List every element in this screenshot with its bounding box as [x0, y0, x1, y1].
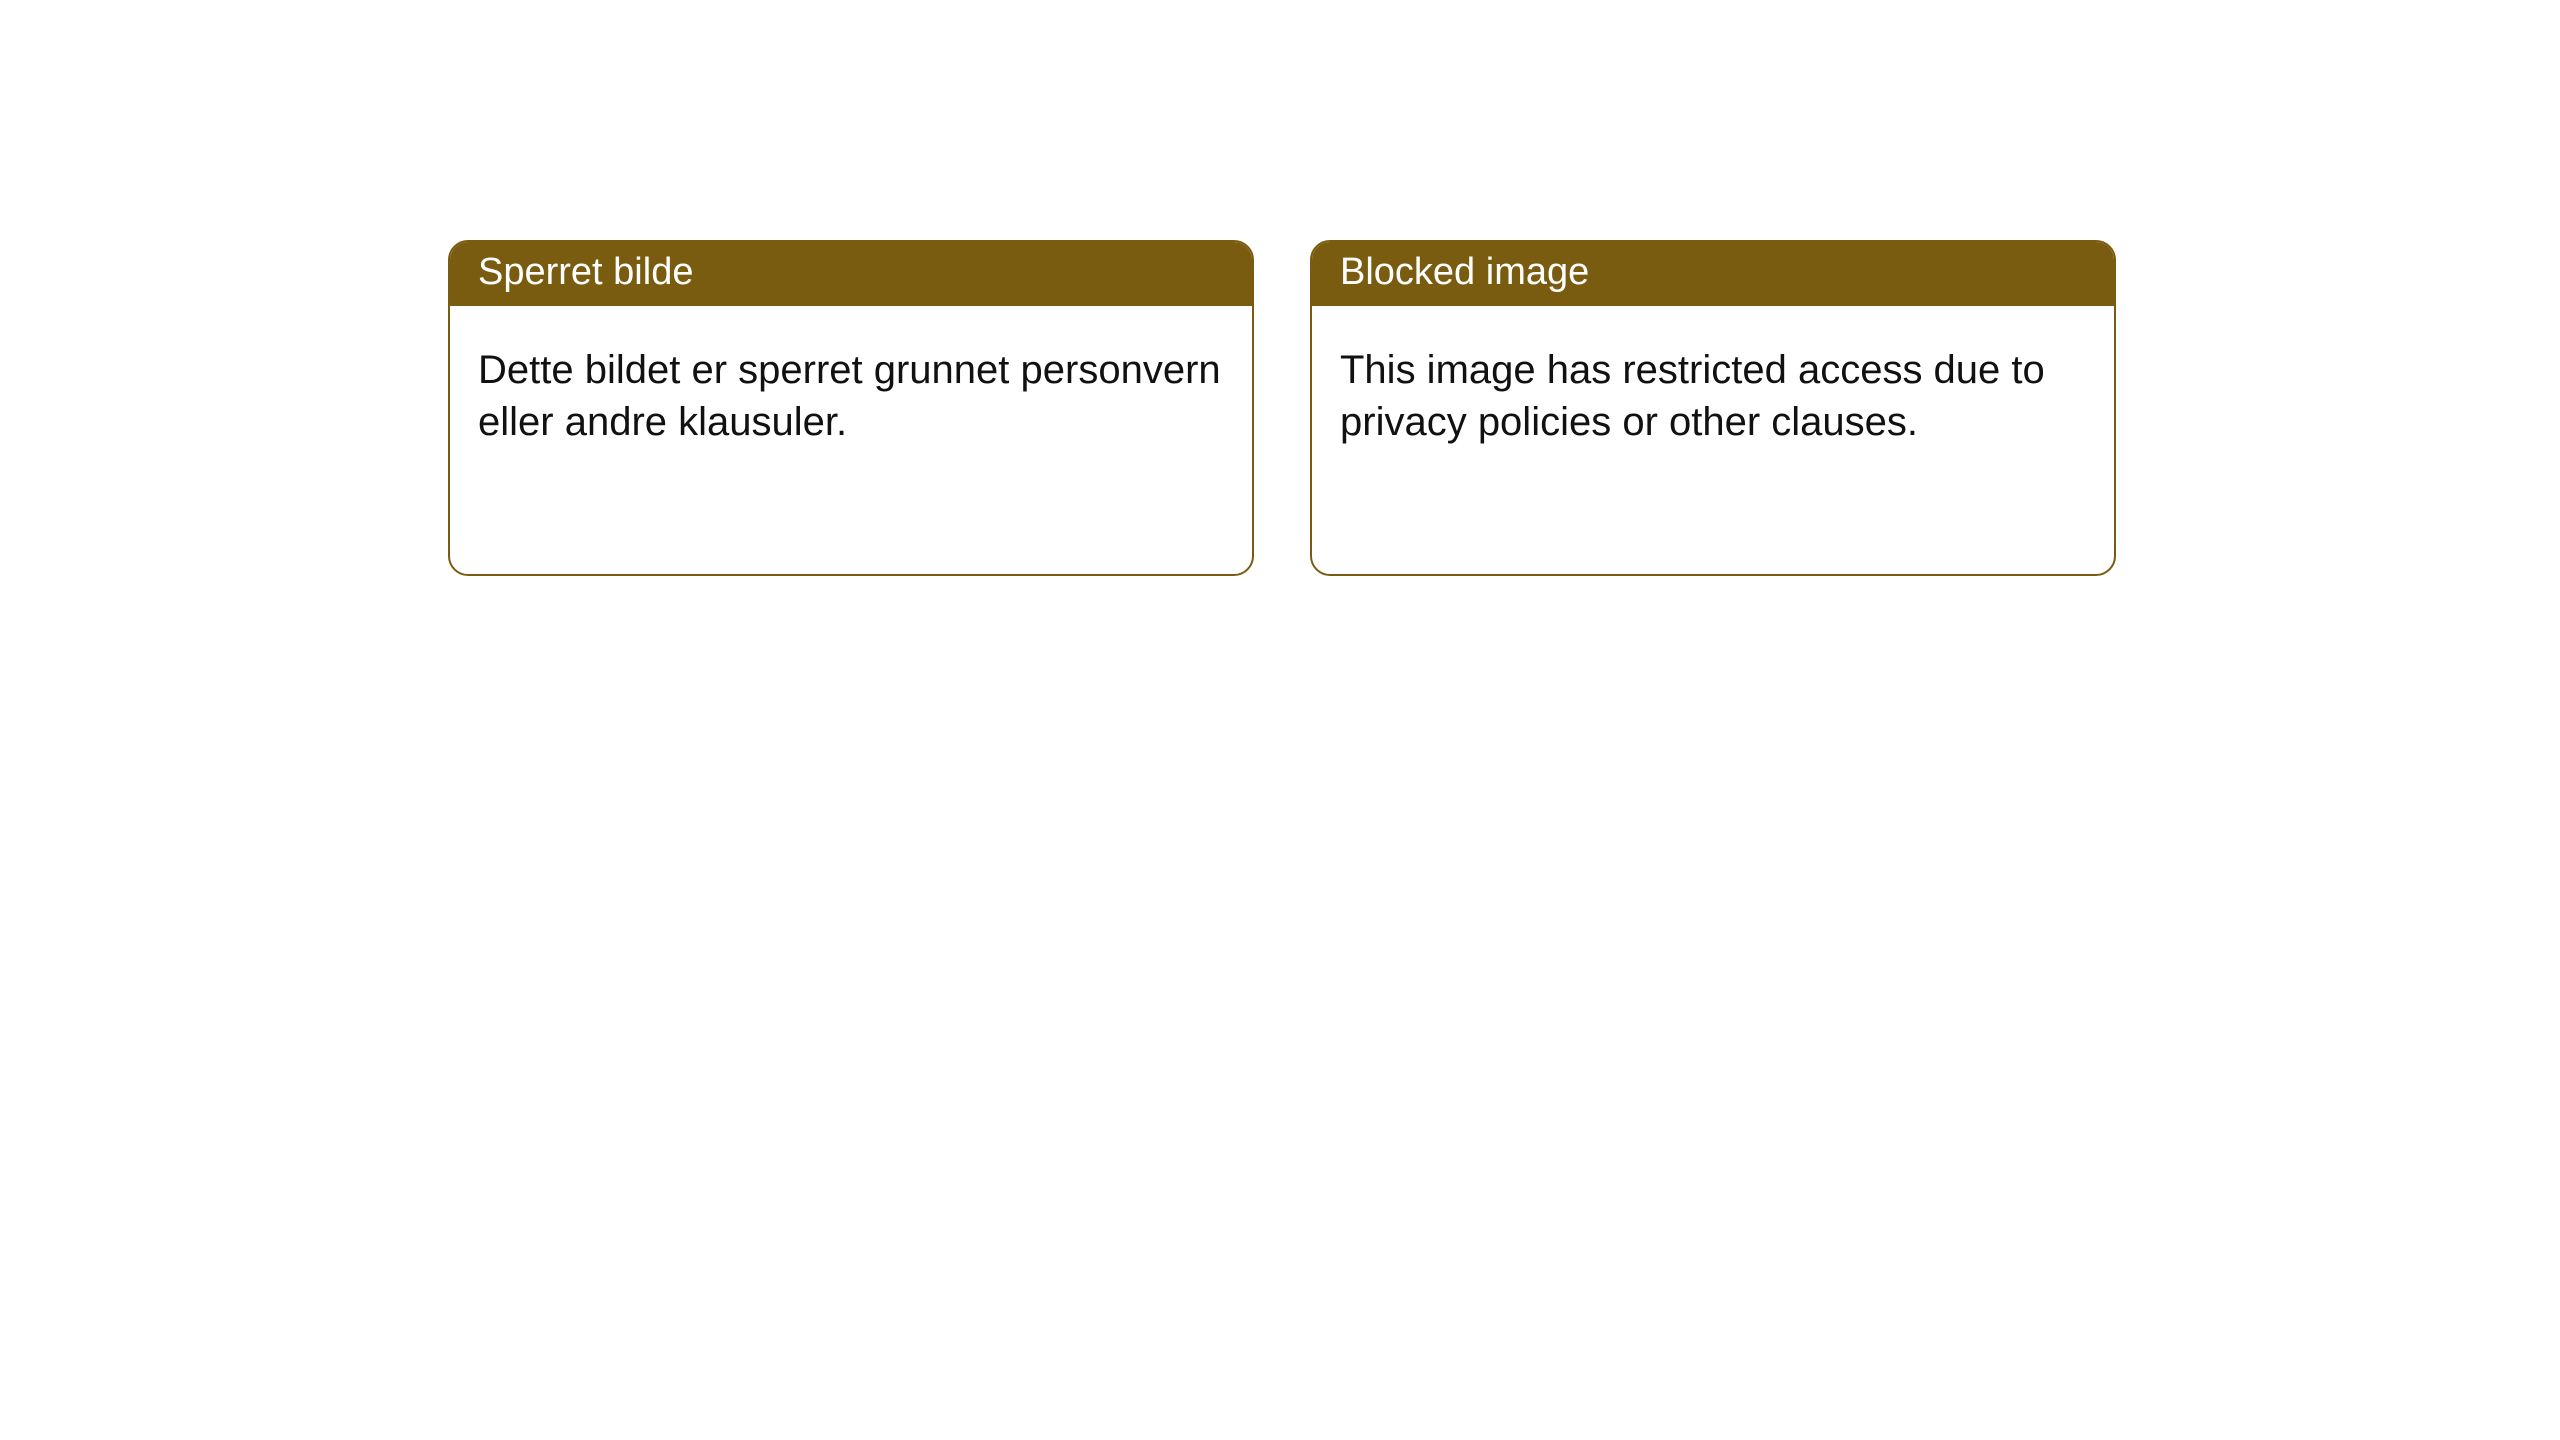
notice-cards-container: Sperret bilde Dette bildet er sperret gr… [448, 240, 2560, 576]
notice-title: Sperret bilde [478, 251, 693, 293]
notice-card-english: Blocked image This image has restricted … [1310, 240, 2116, 576]
notice-body-text: This image has restricted access due to … [1340, 348, 2045, 444]
notice-header: Sperret bilde [450, 242, 1252, 306]
notice-body: Dette bildet er sperret grunnet personve… [450, 306, 1252, 486]
notice-body-text: Dette bildet er sperret grunnet personve… [478, 348, 1221, 444]
notice-header: Blocked image [1312, 242, 2114, 306]
notice-card-norwegian: Sperret bilde Dette bildet er sperret gr… [448, 240, 1254, 576]
notice-body: This image has restricted access due to … [1312, 306, 2114, 486]
notice-title: Blocked image [1340, 251, 1589, 293]
